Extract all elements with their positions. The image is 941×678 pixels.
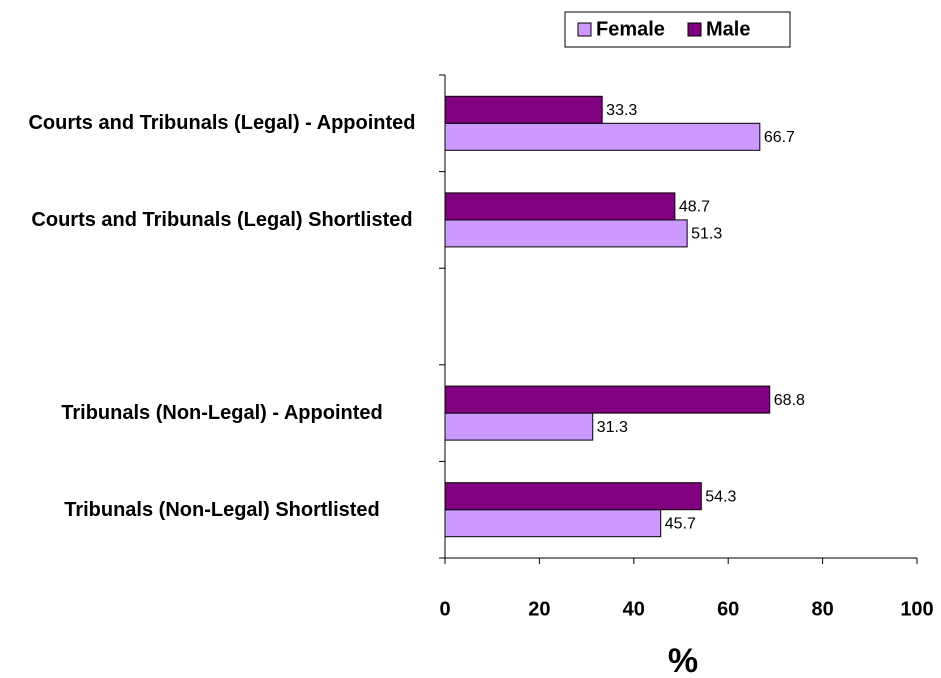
legend-label: Female	[596, 18, 665, 40]
value-label: 33.3	[606, 102, 637, 119]
value-label: 31.3	[597, 419, 628, 436]
bar	[444, 95, 603, 124]
x-tick-label: 20	[528, 598, 550, 620]
bar	[444, 192, 676, 221]
value-label: 66.7	[764, 129, 795, 146]
category-label: Courts and Tribunals (Legal) Shortlisted	[31, 208, 413, 231]
bar	[444, 219, 688, 248]
value-label: 54.3	[705, 488, 736, 505]
x-tick-label: 80	[811, 598, 833, 620]
x-tick-label: 40	[623, 598, 645, 620]
x-tick-label: 100	[900, 598, 933, 620]
bar	[444, 509, 662, 538]
bar	[444, 482, 702, 511]
legend-box	[564, 11, 791, 48]
x-tick-label: 60	[717, 598, 739, 620]
value-label: 51.3	[691, 226, 722, 243]
legend-swatch	[577, 22, 592, 37]
category-label: Courts and Tribunals (Legal) - Appointed	[28, 112, 416, 135]
category-label: Tribunals (Non-Legal) - Appointed	[61, 402, 383, 425]
legend-label: Male	[706, 18, 750, 40]
x-tick-label: 0	[439, 598, 450, 620]
value-label: 45.7	[665, 515, 696, 532]
x-axis-label: %	[668, 642, 698, 678]
bar	[444, 385, 771, 414]
bar	[444, 412, 594, 441]
category-label: Tribunals (Non-Legal) Shortlisted	[64, 498, 380, 521]
value-label: 48.7	[679, 199, 710, 216]
bar	[444, 122, 761, 151]
legend-swatch	[687, 22, 702, 37]
value-label: 68.8	[774, 392, 805, 409]
